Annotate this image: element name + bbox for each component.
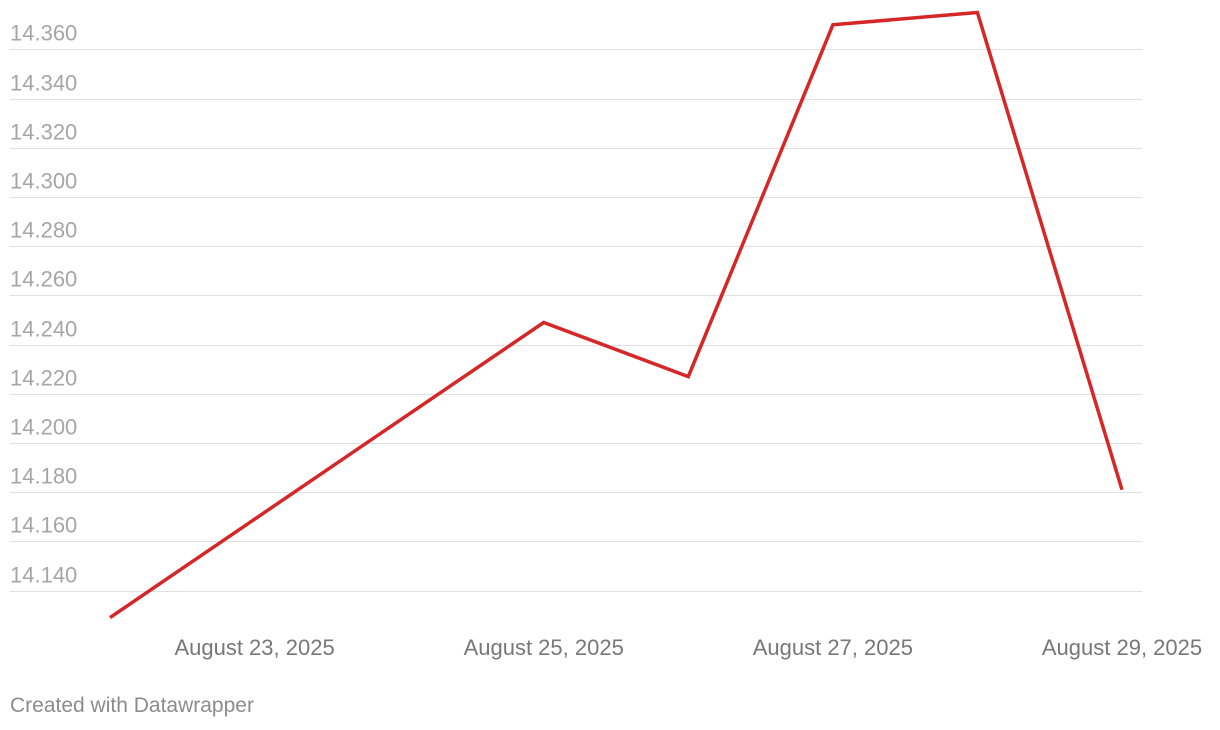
x-axis-tick-labels: August 23, 2025 August 25, 2025 August 27,… (174, 635, 1202, 660)
series-layer (109, 10, 1124, 620)
line-chart-svg: 14.140 14.160 14.180 14.200 14.220 14.240 14.2… (10, 10, 1202, 660)
gridlines (10, 49, 1142, 592)
y-tick-label: 14.320 (10, 120, 77, 145)
y-tick-label: 14.220 (10, 366, 77, 391)
y-axis-tick-labels: 14.140 14.160 14.180 14.200 14.220 14.240 14.2… (10, 21, 77, 588)
y-tick-label: 14.200 (10, 415, 77, 440)
series-line (109, 10, 1124, 620)
y-tick-label: 14.300 (10, 169, 77, 194)
y-tick-label: 14.240 (10, 317, 77, 342)
y-tick-label: 14.180 (10, 464, 77, 489)
x-tick-label: August 25, 2025 (464, 635, 624, 660)
y-tick-label: 14.360 (10, 21, 77, 46)
x-tick-label: August 29, 2025 (1042, 635, 1202, 660)
chart-credit: Created with Datawrapper (10, 694, 254, 717)
y-tick-label: 14.260 (10, 267, 77, 292)
y-tick-label: 14.340 (10, 71, 77, 96)
y-tick-label: 14.280 (10, 218, 77, 243)
x-tick-label: August 23, 2025 (174, 635, 334, 660)
y-tick-label: 14.160 (10, 513, 77, 538)
line-chart: 14.140 14.160 14.180 14.200 14.220 14.240 14.2… (10, 10, 1202, 660)
y-tick-label: 14.140 (10, 563, 77, 588)
x-tick-label: August 27, 2025 (753, 635, 913, 660)
